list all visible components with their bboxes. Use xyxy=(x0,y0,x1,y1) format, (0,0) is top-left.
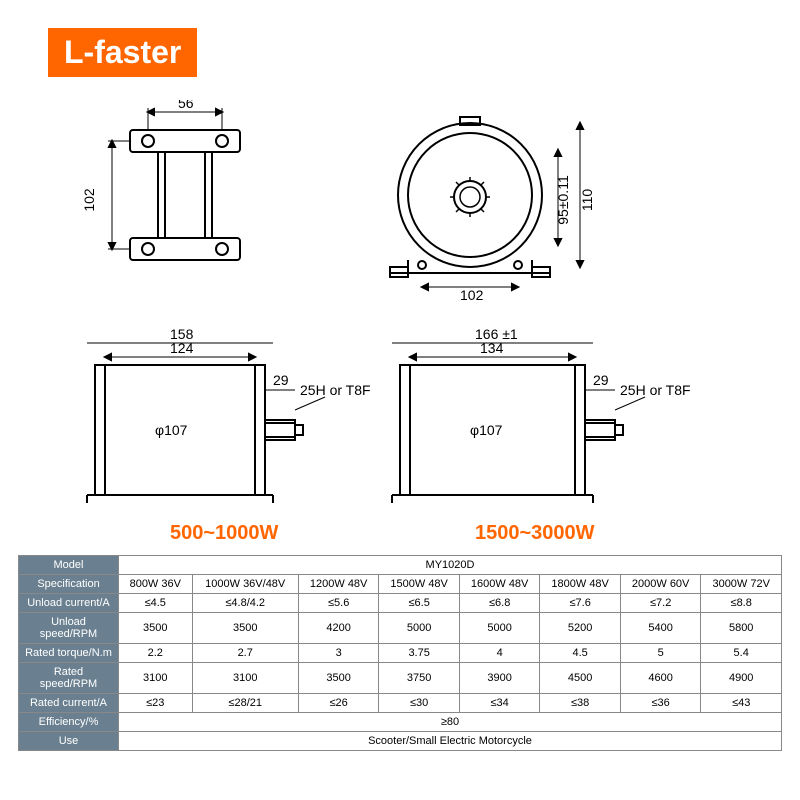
table-row: Rated torque/N.m 2.22.733.7544.555.4 xyxy=(19,644,782,663)
spec-table: ModelMY1020D Specification 800W 36V1000W… xyxy=(18,555,782,751)
row-label: Unload current/A xyxy=(19,594,119,613)
svg-text:134: 134 xyxy=(480,340,504,356)
power-range-right: 1500~3000W xyxy=(475,522,595,545)
table-row: Unload current/A ≤4.5≤4.8/4.2≤5.6≤6.5≤6.… xyxy=(19,594,782,613)
svg-text:25H or T8F: 25H or T8F xyxy=(300,382,371,398)
table-row: Rated current/A ≤23≤28/21≤26≤30≤34≤38≤36… xyxy=(19,694,782,713)
row-label: Specification xyxy=(19,575,119,594)
model-cell: MY1020D xyxy=(119,556,782,575)
table-row: Efficiency/%≥80 xyxy=(19,713,782,732)
power-range-left: 500~1000W xyxy=(170,522,278,545)
svg-text:φ107: φ107 xyxy=(470,422,503,438)
row-label: Unload speed/RPM xyxy=(19,613,119,644)
table-row: Unload speed/RPM 35003500420050005000520… xyxy=(19,613,782,644)
svg-text:29: 29 xyxy=(593,372,609,388)
table-row: Specification 800W 36V1000W 36V/48V1200W… xyxy=(19,575,782,594)
svg-text:56: 56 xyxy=(178,100,194,111)
use-cell: Scooter/Small Electric Motorcycle xyxy=(119,732,782,751)
table-row: ModelMY1020D xyxy=(19,556,782,575)
row-label: Rated torque/N.m xyxy=(19,644,119,663)
row-label: Model xyxy=(19,556,119,575)
svg-text:102: 102 xyxy=(460,287,484,303)
svg-text:25H or T8F: 25H or T8F xyxy=(620,382,691,398)
svg-text:95±0.11: 95±0.11 xyxy=(555,175,571,225)
svg-text:φ107: φ107 xyxy=(155,422,188,438)
table-row: Rated speed/RPM 310031003500375039004500… xyxy=(19,663,782,694)
svg-text:124: 124 xyxy=(170,340,194,356)
technical-drawings: 56 102 xyxy=(0,100,800,520)
row-label: Rated current/A xyxy=(19,694,119,713)
brand-logo: L-faster xyxy=(48,28,197,77)
table-row: UseScooter/Small Electric Motorcycle xyxy=(19,732,782,751)
svg-text:29: 29 xyxy=(273,372,289,388)
efficiency-cell: ≥80 xyxy=(119,713,782,732)
row-label: Efficiency/% xyxy=(19,713,119,732)
row-label: Rated speed/RPM xyxy=(19,663,119,694)
svg-text:102: 102 xyxy=(81,188,97,212)
svg-text:110: 110 xyxy=(579,189,595,212)
row-label: Use xyxy=(19,732,119,751)
